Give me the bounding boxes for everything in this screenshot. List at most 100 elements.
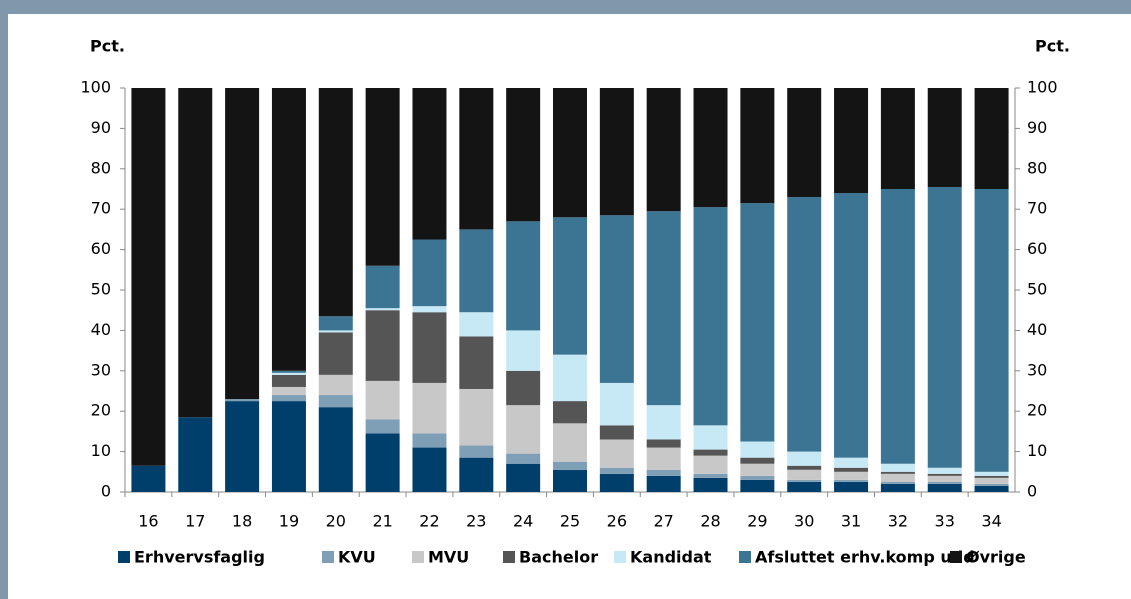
bar-segment <box>740 203 775 442</box>
bar-segment <box>178 88 213 418</box>
x-tick-label: 22 <box>419 512 439 531</box>
bar-segment <box>834 479 869 482</box>
bar-segment <box>834 481 869 492</box>
bar-segment <box>693 455 728 474</box>
bar-segment <box>927 88 962 187</box>
bar-segment <box>506 453 541 464</box>
bar-segment <box>553 217 587 355</box>
bar-segment <box>880 483 915 492</box>
bar-segment <box>880 471 915 474</box>
y2-tick-label: 20 <box>1027 401 1047 420</box>
bar-segment <box>318 332 353 375</box>
y-tick-label: 40 <box>91 320 111 339</box>
y-tick-label: 80 <box>91 158 111 177</box>
bar-segment <box>927 483 962 492</box>
bar-segment <box>599 88 634 216</box>
bar-segment <box>131 88 166 466</box>
bar-segment <box>318 395 353 408</box>
bar-segment <box>365 88 400 266</box>
bar-segment <box>693 88 728 208</box>
x-tick-label: 19 <box>279 512 299 531</box>
bar-segment <box>553 401 587 424</box>
bar-segment <box>834 467 869 472</box>
bar-segment <box>646 475 681 492</box>
y-tick-label: 70 <box>91 199 111 218</box>
bar-segment <box>553 423 587 462</box>
y-tick-label: 10 <box>91 441 111 460</box>
legend-swatch <box>614 551 626 563</box>
legend-swatch <box>503 551 515 563</box>
bar-segment <box>927 473 962 476</box>
bar-segment <box>693 473 728 478</box>
legend-label: Kandidat <box>630 548 712 567</box>
bar-segment <box>740 475 775 480</box>
bar-segment <box>740 463 775 476</box>
bar-segment <box>927 467 962 474</box>
bar-segment <box>927 475 962 482</box>
y2-tick-label: 10 <box>1027 441 1047 460</box>
bar-segment <box>365 433 400 492</box>
bar-segment <box>412 88 447 240</box>
legend-swatch <box>739 551 751 563</box>
legend-swatch <box>950 551 962 563</box>
bar-segment <box>880 88 915 189</box>
bar-segment <box>553 469 587 492</box>
bar-segment <box>271 395 306 402</box>
bar-segment <box>553 88 587 218</box>
bar-segment <box>225 88 260 400</box>
bar-segment <box>365 308 400 311</box>
y-axis-label: Pct. <box>90 37 125 56</box>
legend-label: Øvrige <box>966 548 1026 567</box>
bar-segment <box>271 374 306 387</box>
y-tick-label: 30 <box>91 360 111 379</box>
bar-segment <box>506 370 541 406</box>
y2-tick-label: 50 <box>1027 280 1047 299</box>
bar-segment <box>646 447 681 470</box>
y-tick-label: 20 <box>91 401 111 420</box>
legend-label: Erhvervsfaglig <box>134 548 265 567</box>
y2-tick-label: 60 <box>1027 239 1047 258</box>
bar-segment <box>599 467 634 474</box>
bar-segment <box>693 449 728 456</box>
x-tick-label: 27 <box>654 512 674 531</box>
bar-segment <box>318 374 353 396</box>
bar-segment <box>927 186 962 468</box>
bar-segment <box>271 370 306 373</box>
bar-segment <box>974 483 1009 486</box>
bar-segment <box>646 405 681 440</box>
bar-segment <box>506 405 541 454</box>
bar-segment <box>693 425 728 450</box>
bar-segment <box>365 310 400 381</box>
bar-segment <box>271 88 306 371</box>
bar-segment <box>646 469 681 476</box>
x-tick-label: 29 <box>747 512 767 531</box>
bar-segment <box>646 88 681 212</box>
y-tick-label: 60 <box>91 239 111 258</box>
bar-segment <box>974 471 1009 476</box>
x-tick-label: 31 <box>841 512 861 531</box>
bar-segment <box>459 457 494 492</box>
y2-tick-label: 100 <box>1027 78 1058 97</box>
bar-segment <box>318 88 353 317</box>
bar-segment <box>225 399 260 402</box>
x-tick-label: 30 <box>794 512 814 531</box>
x-tick-label: 23 <box>466 512 486 531</box>
bar-segment <box>880 463 915 472</box>
bar-segment <box>599 425 634 440</box>
bar-segment <box>553 461 587 470</box>
legend-label: Afsluttet erhv.komp udd <box>755 548 975 567</box>
x-tick-label: 20 <box>326 512 346 531</box>
bar-segment <box>553 354 587 402</box>
bar-segment <box>178 417 213 492</box>
y2-tick-label: 30 <box>1027 360 1047 379</box>
bar-segment <box>412 306 447 313</box>
bar-segment <box>271 372 306 375</box>
bar-segment <box>834 457 869 468</box>
x-tick-label: 21 <box>372 512 392 531</box>
bar-segment <box>365 380 400 420</box>
y-tick-label: 50 <box>91 280 111 299</box>
bar-segment <box>693 207 728 426</box>
bar-segment <box>599 215 634 383</box>
bar-segment <box>974 189 1009 472</box>
